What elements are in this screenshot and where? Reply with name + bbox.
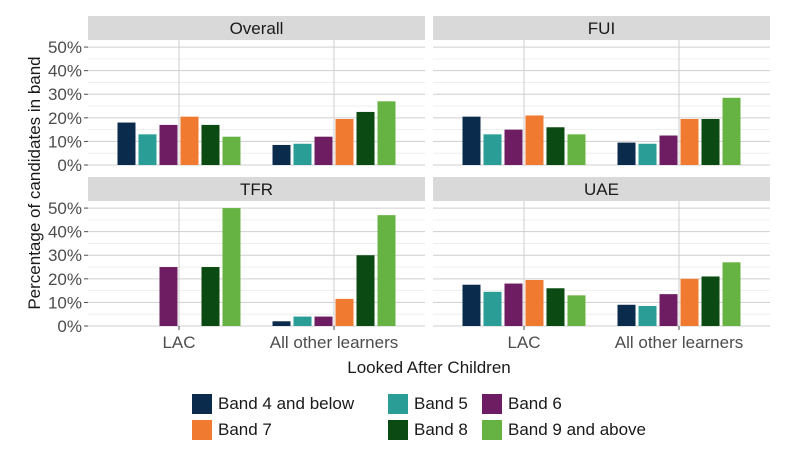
bar-uae-all-other-learners-band-4 xyxy=(680,278,699,326)
bar-overall-lac-band-4 xyxy=(180,116,199,165)
y-tick-label: 50% xyxy=(48,38,82,57)
x-axis-title: Looked After Children xyxy=(347,358,511,377)
legend-swatch-band-6 xyxy=(482,394,502,414)
bar-overall-lac-band-2 xyxy=(138,134,157,165)
bar-overall-all-other-learners-band-1 xyxy=(272,144,291,165)
panel-title-fui: FUI xyxy=(588,19,615,38)
x-tick-label: LAC xyxy=(507,333,540,352)
bar-uae-all-other-learners-band-3 xyxy=(659,294,678,326)
bar-uae-lac-band-1 xyxy=(462,284,481,326)
y-tick-label: 40% xyxy=(48,223,82,242)
bar-overall-lac-band-6 xyxy=(222,136,241,165)
bar-fui-all-other-learners-band-3 xyxy=(659,135,678,165)
y-tick-label: 0% xyxy=(57,317,82,336)
bar-tfr-lac-band-6 xyxy=(222,208,241,326)
chart-canvas: Overall 0% 10% 20% 30% 40% 50% FUI TFR 0% 10% 20% 30… xyxy=(25,16,770,377)
legend-swatch-band-5 xyxy=(388,394,408,414)
y-tick-label: 30% xyxy=(48,246,82,265)
bar-uae-all-other-learners-band-1 xyxy=(617,304,636,326)
bar-uae-all-other-learners-band-6 xyxy=(722,262,741,326)
bar-tfr-all-other-learners-band-1 xyxy=(272,321,291,326)
bar-overall-all-other-learners-band-2 xyxy=(293,143,312,165)
panel-strip-tfr xyxy=(88,177,425,201)
bar-uae-lac-band-2 xyxy=(483,291,502,326)
bar-tfr-lac-band-5 xyxy=(201,267,220,326)
legend-swatch-band-8 xyxy=(388,420,408,440)
legend-item-band-9: Band 9 and above xyxy=(482,420,646,440)
legend-swatch-band-7 xyxy=(192,420,212,440)
y-tick-label: 40% xyxy=(48,62,82,81)
legend-label-band-8: Band 8 xyxy=(414,420,468,439)
bar-overall-lac-band-5 xyxy=(201,124,220,165)
bar-fui-lac-band-5 xyxy=(546,127,565,165)
legend-label-band-9: Band 9 and above xyxy=(508,420,647,439)
bar-tfr-all-other-learners-band-5 xyxy=(356,255,375,326)
legend-label-band-6: Band 6 xyxy=(508,394,562,413)
bar-fui-lac-band-2 xyxy=(483,134,502,165)
bar-overall-all-other-learners-band-4 xyxy=(335,119,354,165)
legend-item-band-7: Band 7 xyxy=(192,420,272,440)
panel-title-tfr: TFR xyxy=(240,180,273,199)
legend-label-band-5: Band 5 xyxy=(414,394,468,413)
legend-swatch-band-9 xyxy=(482,420,502,440)
bar-fui-all-other-learners-band-2 xyxy=(638,143,657,165)
bar-tfr-all-other-learners-band-4 xyxy=(335,298,354,326)
y-tick-label: 20% xyxy=(48,270,82,289)
bar-tfr-all-other-learners-band-6 xyxy=(377,215,396,326)
legend-label-band-4: Band 4 and below xyxy=(218,394,355,413)
legend: Band 4 and below Band 5 Band 6 Band 7 Ba… xyxy=(192,390,692,442)
y-axis-title: Percentage of candidates in band xyxy=(25,56,44,309)
bar-overall-lac-band-3 xyxy=(159,124,178,165)
bar-uae-all-other-learners-band-5 xyxy=(701,276,720,326)
bar-overall-lac-band-1 xyxy=(117,122,136,165)
legend-item-band-8: Band 8 xyxy=(388,420,468,440)
bar-fui-all-other-learners-band-6 xyxy=(722,97,741,165)
x-tick-label: All other learners xyxy=(615,333,744,352)
bar-uae-lac-band-5 xyxy=(546,288,565,326)
panel-strip-uae xyxy=(433,177,770,201)
y-tick-label: 10% xyxy=(48,293,82,312)
x-tick-label: LAC xyxy=(162,333,195,352)
legend-item-band-5: Band 5 xyxy=(388,394,468,414)
bar-fui-lac-band-1 xyxy=(462,116,481,165)
bar-tfr-all-other-learners-band-3 xyxy=(314,316,333,326)
bar-overall-all-other-learners-band-5 xyxy=(356,111,375,165)
panel-strip-fui xyxy=(433,16,770,40)
legend-item-band-4: Band 4 and below xyxy=(192,394,354,414)
panel-title-uae: UAE xyxy=(584,180,619,199)
legend-label-band-7: Band 7 xyxy=(218,420,272,439)
bar-fui-lac-band-6 xyxy=(567,134,586,165)
panel-strip-overall xyxy=(88,16,425,40)
bar-fui-lac-band-4 xyxy=(525,115,544,165)
bar-uae-all-other-learners-band-2 xyxy=(638,305,657,326)
y-tick-label: 10% xyxy=(48,132,82,151)
bar-fui-all-other-learners-band-4 xyxy=(680,119,699,165)
y-tick-label: 20% xyxy=(48,109,82,128)
x-tick-label: All other learners xyxy=(270,333,399,352)
bar-tfr-all-other-learners-band-2 xyxy=(293,316,312,326)
bar-tfr-lac-band-3 xyxy=(159,267,178,326)
legend-item-band-6: Band 6 xyxy=(482,394,562,414)
bar-overall-all-other-learners-band-3 xyxy=(314,136,333,165)
panel-title-overall: Overall xyxy=(230,19,284,38)
bar-overall-all-other-learners-band-6 xyxy=(377,101,396,165)
bar-uae-lac-band-6 xyxy=(567,295,586,326)
y-tick-label: 30% xyxy=(48,85,82,104)
bar-fui-lac-band-3 xyxy=(504,129,523,165)
y-tick-label: 0% xyxy=(57,156,82,175)
bar-fui-all-other-learners-band-1 xyxy=(617,142,636,165)
bar-uae-lac-band-3 xyxy=(504,283,523,326)
y-tick-label: 50% xyxy=(48,199,82,218)
bar-fui-all-other-learners-band-5 xyxy=(701,119,720,165)
legend-swatch-band-4 xyxy=(192,394,212,414)
bar-uae-lac-band-4 xyxy=(525,280,544,326)
